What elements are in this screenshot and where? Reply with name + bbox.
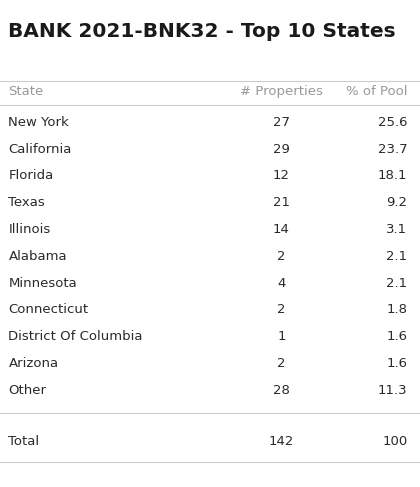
Text: 9.2: 9.2 [386,196,407,209]
Text: 23.7: 23.7 [378,143,407,156]
Text: 1.6: 1.6 [386,330,407,343]
Text: 2: 2 [277,303,286,317]
Text: # Properties: # Properties [240,85,323,98]
Text: Other: Other [8,384,46,397]
Text: 11.3: 11.3 [378,384,407,397]
Text: 4: 4 [277,277,286,290]
Text: 100: 100 [382,435,407,448]
Text: Alabama: Alabama [8,250,67,263]
Text: 28: 28 [273,384,290,397]
Text: Minnesota: Minnesota [8,277,77,290]
Text: 2.1: 2.1 [386,277,407,290]
Text: State: State [8,85,44,98]
Text: 29: 29 [273,143,290,156]
Text: Florida: Florida [8,169,54,183]
Text: 2.1: 2.1 [386,250,407,263]
Text: Arizona: Arizona [8,357,58,370]
Text: BANK 2021-BNK32 - Top 10 States: BANK 2021-BNK32 - Top 10 States [8,22,396,41]
Text: 27: 27 [273,116,290,129]
Text: New York: New York [8,116,69,129]
Text: % of Pool: % of Pool [346,85,407,98]
Text: 12: 12 [273,169,290,183]
Text: 1.6: 1.6 [386,357,407,370]
Text: California: California [8,143,72,156]
Text: Total: Total [8,435,39,448]
Text: 25.6: 25.6 [378,116,407,129]
Text: 2: 2 [277,357,286,370]
Text: Texas: Texas [8,196,45,209]
Text: 18.1: 18.1 [378,169,407,183]
Text: 14: 14 [273,223,290,236]
Text: 21: 21 [273,196,290,209]
Text: Connecticut: Connecticut [8,303,89,317]
Text: Illinois: Illinois [8,223,51,236]
Text: 2: 2 [277,250,286,263]
Text: 3.1: 3.1 [386,223,407,236]
Text: 142: 142 [269,435,294,448]
Text: 1.8: 1.8 [386,303,407,317]
Text: 1: 1 [277,330,286,343]
Text: District Of Columbia: District Of Columbia [8,330,143,343]
